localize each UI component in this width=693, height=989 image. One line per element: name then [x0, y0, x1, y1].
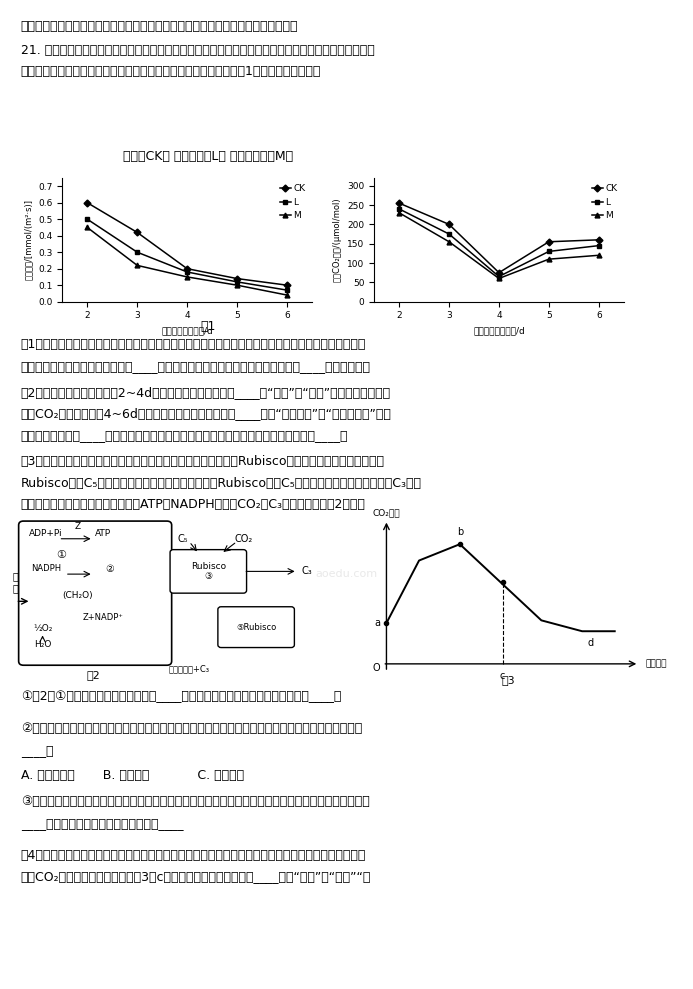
L: [183, 266, 191, 278]
Text: ____。: ____。: [21, 744, 53, 757]
Text: （1）科研人员发现，随着高温干旱时间的延长，大豆叶片逐渐变黄，若取此时的叶片进行色素的提取和: （1）科研人员发现，随着高温干旱时间的延长，大豆叶片逐渐变黄，若取此时的叶片进行…: [21, 338, 366, 351]
Text: 分离实验，结果显示滤液细线上第____条色素带明显变窄，此现象与研磨时未添加____的现象类似。: 分离实验，结果显示滤液细线上第____条色素带明显变窄，此现象与研磨时未添加__…: [21, 360, 371, 373]
Text: 磷酸乙醇酸+C₃: 磷酸乙醇酸+C₃: [168, 665, 210, 674]
M: [83, 222, 91, 233]
Text: 一致的转基因大豆幼苗，在高温条件下进行相关实验，部分结果如图1所示。请分析回答：: 一致的转基因大豆幼苗，在高温条件下进行相关实验，部分结果如图1所示。请分析回答：: [21, 65, 321, 78]
Text: ①: ①: [57, 550, 67, 560]
Text: ATP: ATP: [95, 529, 111, 538]
Text: 图3: 图3: [502, 674, 516, 684]
Y-axis label: 胞间CO₂含量/(μmol/mol): 胞间CO₂含量/(μmol/mol): [333, 198, 342, 282]
Text: （3）大豆在光照条件下可进行光呼吸（二氧化碳和氧气竞争性与Rubisco结合，当二氧化碳浓度高时，: （3）大豆在光照条件下可进行光呼吸（二氧化碳和氧气竞争性与Rubisco结合，当…: [21, 455, 385, 468]
M: [595, 249, 603, 261]
CK: [283, 279, 291, 291]
Text: NADPH: NADPH: [30, 564, 61, 574]
Text: 图2: 图2: [87, 670, 100, 679]
Line: M: M: [85, 225, 290, 298]
M: [545, 253, 553, 265]
Text: ADP+Pi: ADP+Pi: [29, 529, 62, 538]
Text: ⑤Rubisco: ⑤Rubisco: [236, 623, 277, 632]
Text: Z+NADP⁺: Z+NADP⁺: [82, 613, 123, 622]
CK: [545, 235, 553, 247]
FancyBboxPatch shape: [170, 550, 247, 593]
Text: 光
能: 光 能: [12, 572, 19, 593]
Text: 图1: 图1: [200, 320, 216, 333]
FancyBboxPatch shape: [218, 606, 295, 648]
Text: (CH₂O): (CH₂O): [62, 591, 93, 600]
L: [133, 246, 141, 258]
M: [495, 273, 503, 285]
Text: 光照强度: 光照强度: [645, 660, 667, 669]
Legend: CK, L, M: CK, L, M: [590, 183, 619, 223]
CK: [183, 263, 191, 275]
Text: C₃: C₃: [301, 567, 313, 577]
Text: 室内CO₂浓度随光照强度的变化图3，c点时，该株大豆总光合速率____（填“等于”、“大于”“小: 室内CO₂浓度随光照强度的变化图3，c点时，该株大豆总光合速率____（填“等于…: [21, 870, 371, 883]
Text: Z: Z: [75, 522, 80, 531]
Text: 正常情况下，内质网驻留蛋白质的合成、运输需要核糖体、内质网、线粒体的参与。: 正常情况下，内质网驻留蛋白质的合成、运输需要核糖体、内质网、线粒体的参与。: [21, 20, 298, 33]
X-axis label: 高温干旱胁迫时间/d: 高温干旱胁迫时间/d: [473, 326, 525, 335]
CK: [133, 226, 141, 238]
L: [445, 228, 453, 240]
M: [445, 235, 453, 247]
Text: C₅: C₅: [177, 534, 188, 544]
Text: A. 增施有机肖       B. 适时浇水            C. 降低温度: A. 增施有机肖 B. 适时浇水 C. 降低温度: [21, 769, 244, 782]
CK: [495, 267, 503, 279]
L: [495, 271, 503, 283]
Text: 致，判断的理由是____，此时大豆细胞中脉氨酸等可溶性小分子物质量增加，其意义是____。: 致，判断的理由是____，此时大豆细胞中脉氨酸等可溶性小分子物质量增加，其意义是…: [21, 429, 349, 442]
CK: [595, 234, 603, 246]
CK: [395, 197, 403, 209]
Text: c: c: [500, 671, 505, 680]
Line: L: L: [85, 217, 290, 293]
M: [183, 271, 191, 283]
Text: 胞间CO₂浓度降低。第4~6d大豆净光合速率下降主要是由____（填“气孔因素”或“非气孔因素”）导: 胞间CO₂浓度降低。第4~6d大豆净光合速率下降主要是由____（填“气孔因素”…: [21, 407, 392, 420]
Text: ③大豆光呼吸过程降低农作物产量，但在进化过程中得以长期保留，其对植物的积极意义有：消耗过剩的: ③大豆光呼吸过程降低农作物产量，但在进化过程中得以长期保留，其对植物的积极意义有…: [21, 795, 369, 808]
L: [595, 239, 603, 251]
CK: [445, 219, 453, 230]
Text: H₂O: H₂O: [34, 640, 51, 650]
M: [395, 207, 403, 219]
FancyBboxPatch shape: [19, 521, 172, 666]
Text: Rubisco催化C₅与二氧化碳反应；当氧气浓度高时，Rubisco催化C₅与氧气反应生成磷酸乙醇酸和C₃，磷: Rubisco催化C₅与二氧化碳反应；当氧气浓度高时，Rubisco催化C₅与氧…: [21, 477, 422, 490]
Text: ①图2中①过程需要的甲是由蛋白质和____构成的捕光复合物，该过程生成的乙是____。: ①图2中①过程需要的甲是由蛋白质和____构成的捕光复合物，该过程生成的乙是__…: [21, 690, 341, 703]
Text: 21. 某研究小组为研究高温条件下不同干旱水平对大豆光合作用的影响，科研人选取发育进程与长势基本: 21. 某研究小组为研究高温条件下不同干旱水平对大豆光合作用的影响，科研人选取发…: [21, 44, 374, 56]
Text: ②: ②: [105, 564, 114, 574]
Legend: CK, L, M: CK, L, M: [278, 183, 307, 223]
Text: 正常（CK） 中度干旱（L） 和重度干旱（M）: 正常（CK） 中度干旱（L） 和重度干旱（M）: [123, 150, 293, 163]
L: [233, 276, 241, 288]
CK: [83, 197, 91, 209]
M: [283, 289, 291, 301]
L: [395, 203, 403, 215]
Text: ②光呼吸会消耗光合作用中间产物，因此提高农作物的产量需要降低光呼吸。下列措施不能达到目的是: ②光呼吸会消耗光合作用中间产物，因此提高农作物的产量需要降低光呼吸。下列措施不能…: [21, 722, 362, 735]
Text: O: O: [373, 663, 380, 673]
Text: 酸乙醇酸经过一系列化学反应，消耗ATP和NADPH，生成CO₂和C₃）部分过程如图2所示。: 酸乙醇酸经过一系列化学反应，消耗ATP和NADPH，生成CO₂和C₃）部分过程如…: [21, 498, 366, 511]
Text: ½O₂: ½O₂: [33, 624, 52, 633]
Text: CO₂: CO₂: [234, 534, 252, 544]
L: [283, 284, 291, 296]
Text: CO₂浓度: CO₂浓度: [373, 508, 401, 517]
Y-axis label: 气孔导度/[mmol/(m²·s)]: 气孔导度/[mmol/(m²·s)]: [24, 200, 33, 280]
Line: L: L: [396, 207, 602, 279]
Line: CK: CK: [396, 201, 602, 275]
L: [83, 214, 91, 225]
M: [133, 259, 141, 271]
X-axis label: 高温干旱胁迫时间/d: 高温干旱胁迫时间/d: [161, 326, 213, 335]
CK: [233, 273, 241, 285]
L: [545, 245, 553, 257]
Line: CK: CK: [85, 201, 290, 288]
Text: ____，减少对叶绻体的损害；补充部分____: ____，减少对叶绻体的损害；补充部分____: [21, 817, 183, 830]
Text: d: d: [587, 638, 593, 648]
Text: aoedu.com: aoedu.com: [315, 569, 378, 579]
Line: M: M: [396, 211, 602, 281]
Text: （2）分析图中数据可知，第2~4d由于高温干旱，保卫细胞____（“吸水”或“失水”）导致气孔关闭，: （2）分析图中数据可知，第2~4d由于高温干旱，保卫细胞____（“吸水”或“失…: [21, 386, 391, 399]
Text: b: b: [457, 527, 463, 537]
Text: Rubisco
③: Rubisco ③: [191, 562, 226, 582]
M: [233, 279, 241, 291]
Text: a: a: [374, 618, 380, 628]
Text: （4）为研究光呼吸，将大豆放在一个密闭的恒温玻璃小室中，依次增强光照强度，随着时间的推移，温: （4）为研究光呼吸，将大豆放在一个密闭的恒温玻璃小室中，依次增强光照强度，随着时…: [21, 849, 366, 861]
